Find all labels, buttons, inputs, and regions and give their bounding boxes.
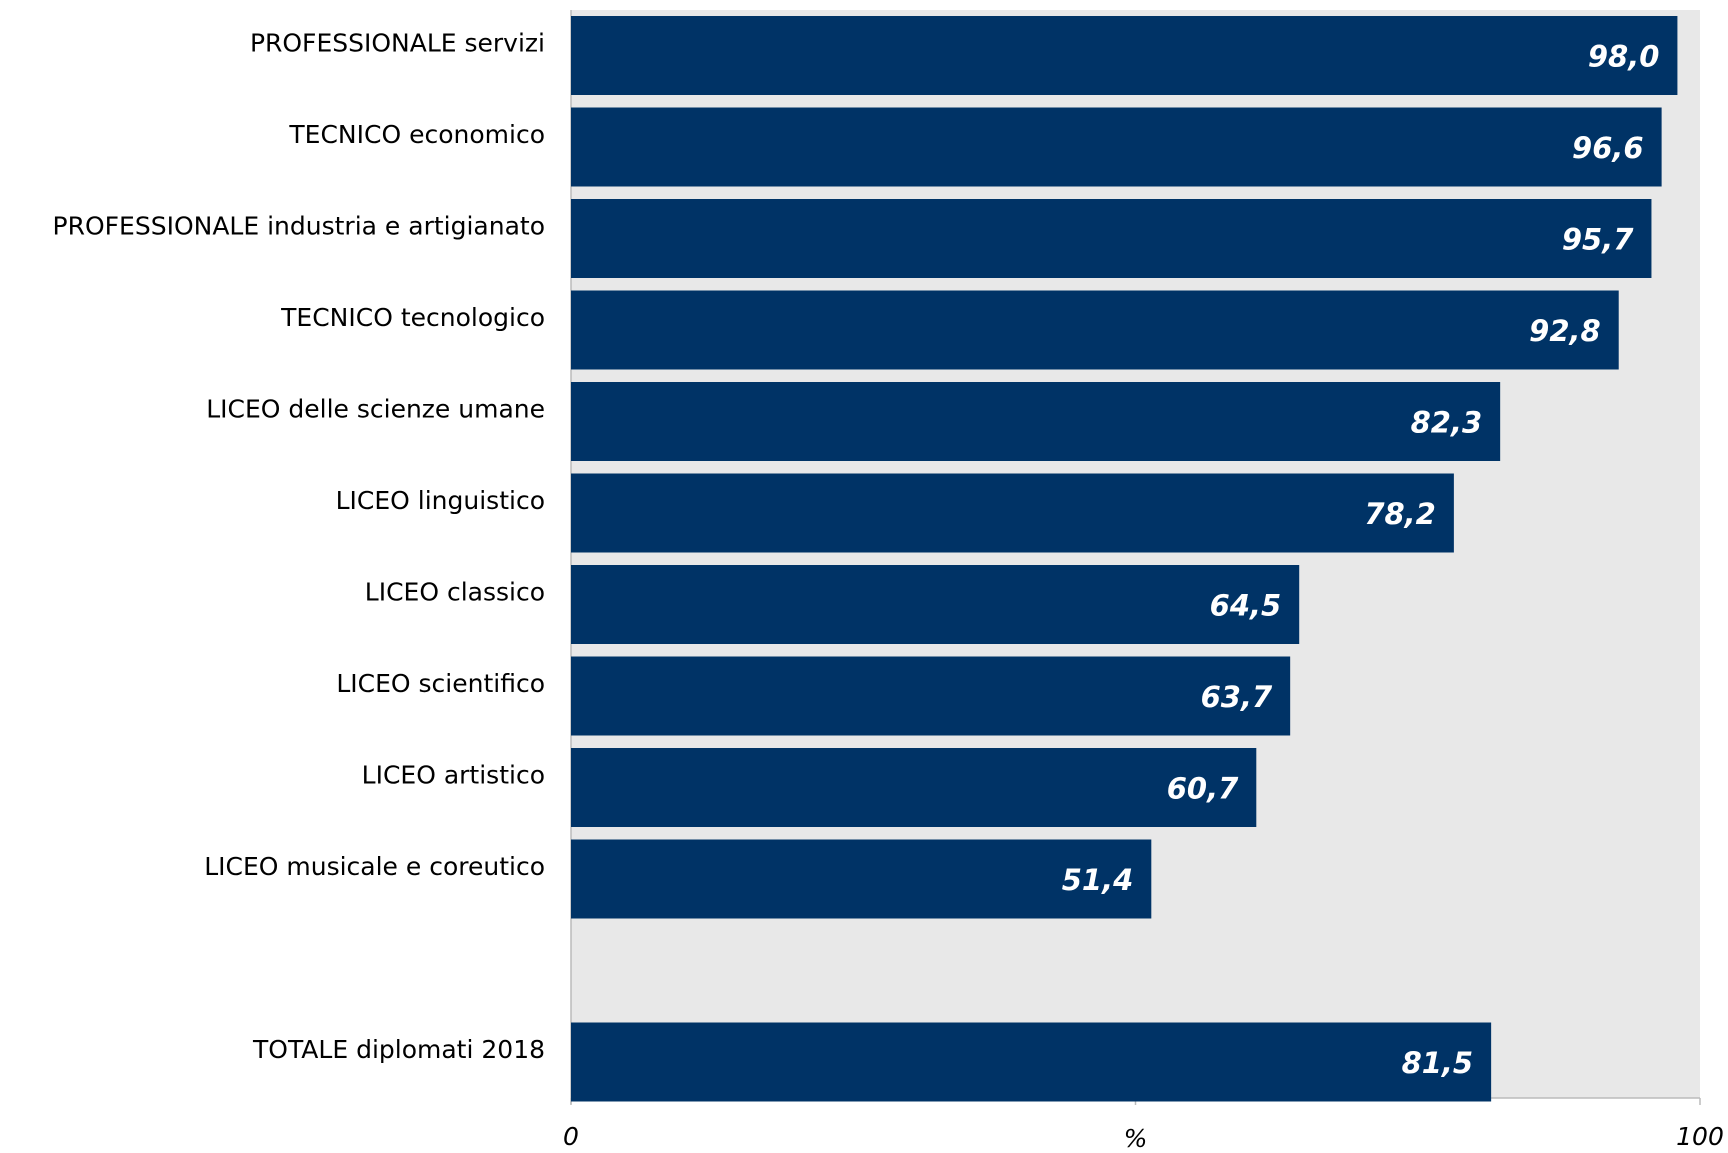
category-label: LICEO musicale e coreutico — [204, 852, 545, 881]
x-tick-label: 100 — [1676, 1122, 1724, 1151]
bar — [571, 107, 1662, 187]
bar-value-label: 82,3 — [1411, 406, 1483, 440]
category-label: LICEO delle scienze umane — [206, 395, 545, 424]
bar — [571, 382, 1501, 461]
bars-group — [571, 16, 1678, 1102]
value-labels: 98,0 96,6 95,7 92,8 82,3 78,2 64,5 63,7 60,7 51,4… — [1062, 40, 1660, 1081]
bar-value-label: 60,7 — [1167, 772, 1239, 806]
x-tick-labels: 0 100 — [563, 1122, 1724, 1151]
category-label: PROFESSIONALE industria e artigianato — [53, 212, 545, 241]
bar — [571, 839, 1152, 919]
bar — [571, 1022, 1492, 1102]
bar — [571, 565, 1300, 644]
category-label: PROFESSIONALE servizi — [250, 29, 545, 58]
bar — [571, 748, 1257, 827]
category-label: LICEO artistico — [362, 761, 545, 790]
category-label: LICEO scientifico — [336, 669, 545, 698]
x-tick-label: 0 — [563, 1122, 579, 1151]
category-label: TECNICO economico — [288, 120, 545, 149]
category-label: LICEO classico — [365, 578, 545, 607]
bar-value-label: 92,8 — [1529, 314, 1601, 348]
bar — [571, 199, 1652, 278]
bar-value-label: 78,2 — [1364, 497, 1436, 531]
bar-value-label: 64,5 — [1210, 589, 1282, 623]
bar-value-label: 81,5 — [1402, 1046, 1474, 1080]
bar-value-label: 63,7 — [1201, 680, 1273, 714]
bar — [571, 656, 1291, 736]
bar — [571, 473, 1454, 553]
bar-value-label: 96,6 — [1572, 131, 1644, 165]
bar — [571, 16, 1678, 95]
category-label: TOTALE diplomati 2018 — [252, 1035, 545, 1064]
bar-value-label: 98,0 — [1588, 40, 1660, 74]
bar-value-label: 95,7 — [1562, 223, 1634, 257]
x-axis-title: % — [1124, 1124, 1148, 1153]
category-label: LICEO linguistico — [336, 486, 545, 515]
category-label: TECNICO tecnologico — [280, 303, 545, 332]
bar — [571, 290, 1619, 370]
bar-value-label: 51,4 — [1062, 863, 1134, 897]
category-labels: PROFESSIONALE servizi TECNICO economico PR… — [53, 29, 545, 1065]
